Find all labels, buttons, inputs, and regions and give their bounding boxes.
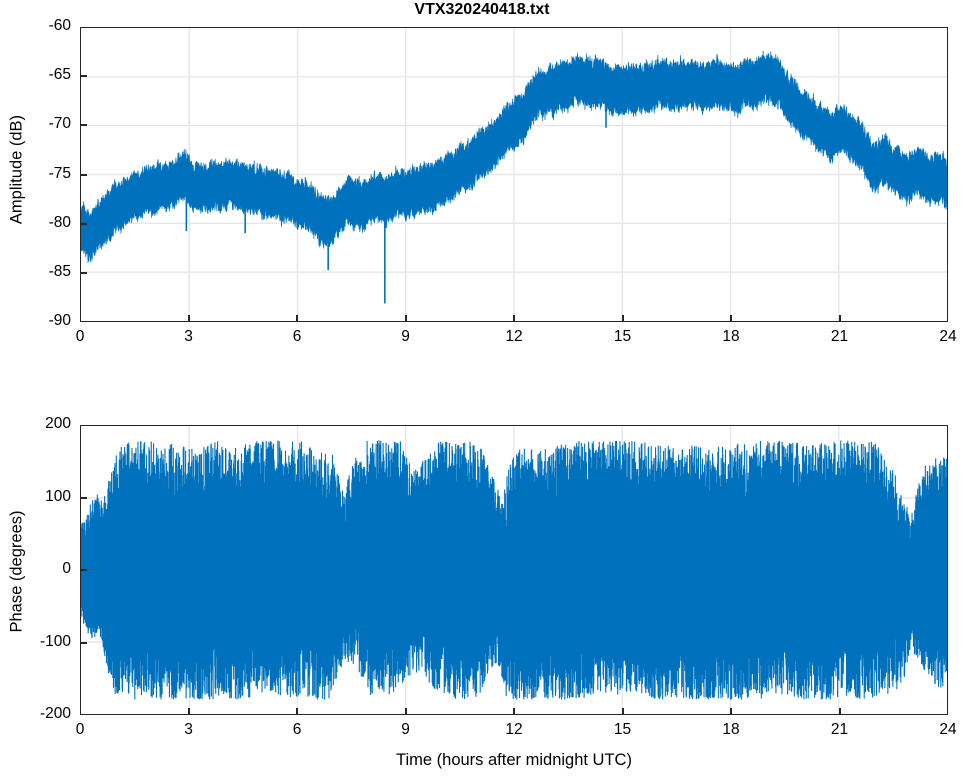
amplitude-xtick-mark	[513, 315, 515, 322]
amplitude-xtick-mark	[838, 315, 841, 322]
amplitude-ytick-neg80: -80	[48, 213, 71, 231]
phase-ytick-mark	[80, 641, 87, 644]
phase-plot-axes	[80, 425, 948, 715]
amplitude-xtick-3: 3	[184, 328, 193, 345]
amplitude-xtick-mark	[730, 315, 732, 322]
amplitude-ytick-mark	[80, 124, 87, 127]
phase-xtick-21: 21	[830, 721, 849, 738]
phase-plot-svg	[81, 426, 947, 714]
amplitude-ytick-mark	[80, 271, 87, 274]
phase-xtick-mark	[838, 708, 841, 715]
amplitude-plot-svg	[81, 28, 947, 321]
phase-xtick-15: 15	[613, 721, 632, 738]
phase-ytick-100: 100	[45, 487, 71, 505]
phase-x-axis-label: Time (hours after midnight UTC)	[396, 751, 632, 769]
amplitude-xtick-0: 0	[75, 328, 85, 345]
amplitude-ytick-neg90: -90	[48, 312, 71, 329]
amplitude-xtick-15: 15	[613, 328, 632, 345]
amplitude-plot-axes	[80, 27, 948, 322]
page-title: VTX320240418.txt	[414, 1, 550, 18]
phase-xtick-3: 3	[184, 721, 193, 738]
phase-xtick-24: 24	[939, 721, 957, 738]
amplitude-xtick-18: 18	[722, 328, 740, 345]
amplitude-ytick-mark	[80, 75, 87, 78]
amplitude-xtick-mark	[404, 315, 407, 322]
phase-ytick-neg100: -100	[39, 632, 71, 650]
amplitude-xtick-9: 9	[401, 328, 410, 345]
amplitude-xtick-mark	[621, 315, 624, 322]
phase-ytick-mark	[80, 569, 87, 571]
phase-xtick-6: 6	[292, 721, 302, 738]
phase-xtick-mark	[404, 708, 407, 715]
phase-xtick-12: 12	[505, 721, 523, 738]
amplitude-xtick-12: 12	[505, 328, 523, 345]
phase-ytick-neg200: -200	[39, 705, 71, 722]
amplitude-xtick-6: 6	[292, 328, 302, 345]
amplitude-xtick-21: 21	[830, 328, 849, 345]
amplitude-ytick-mark	[80, 222, 87, 225]
phase-xtick-mark	[296, 708, 298, 715]
amplitude-ytick-neg65: -65	[48, 66, 71, 84]
phase-xtick-mark	[187, 708, 190, 715]
amplitude-ytick-neg70: -70	[48, 115, 71, 133]
amplitude-ytick-mark	[80, 173, 87, 176]
phase-ytick-mark	[80, 496, 87, 499]
amplitude-xtick-mark	[296, 315, 298, 322]
phase-ytick-200: 200	[45, 415, 71, 432]
phase-xtick-mark	[730, 708, 732, 715]
phase-xtick-9: 9	[401, 721, 410, 738]
amplitude-ytick-neg75: -75	[48, 164, 71, 182]
phase-ytick-0: 0	[62, 560, 71, 577]
amplitude-ytick-neg60: -60	[48, 17, 71, 34]
phase-xtick-0: 0	[75, 721, 85, 738]
amplitude-xtick-mark	[187, 315, 190, 322]
phase-xtick-mark	[621, 708, 624, 715]
amplitude-xtick-24: 24	[939, 328, 957, 345]
phase-xtick-mark	[513, 708, 515, 715]
amplitude-ytick-neg85: -85	[48, 262, 71, 280]
phase-xtick-18: 18	[722, 721, 740, 738]
